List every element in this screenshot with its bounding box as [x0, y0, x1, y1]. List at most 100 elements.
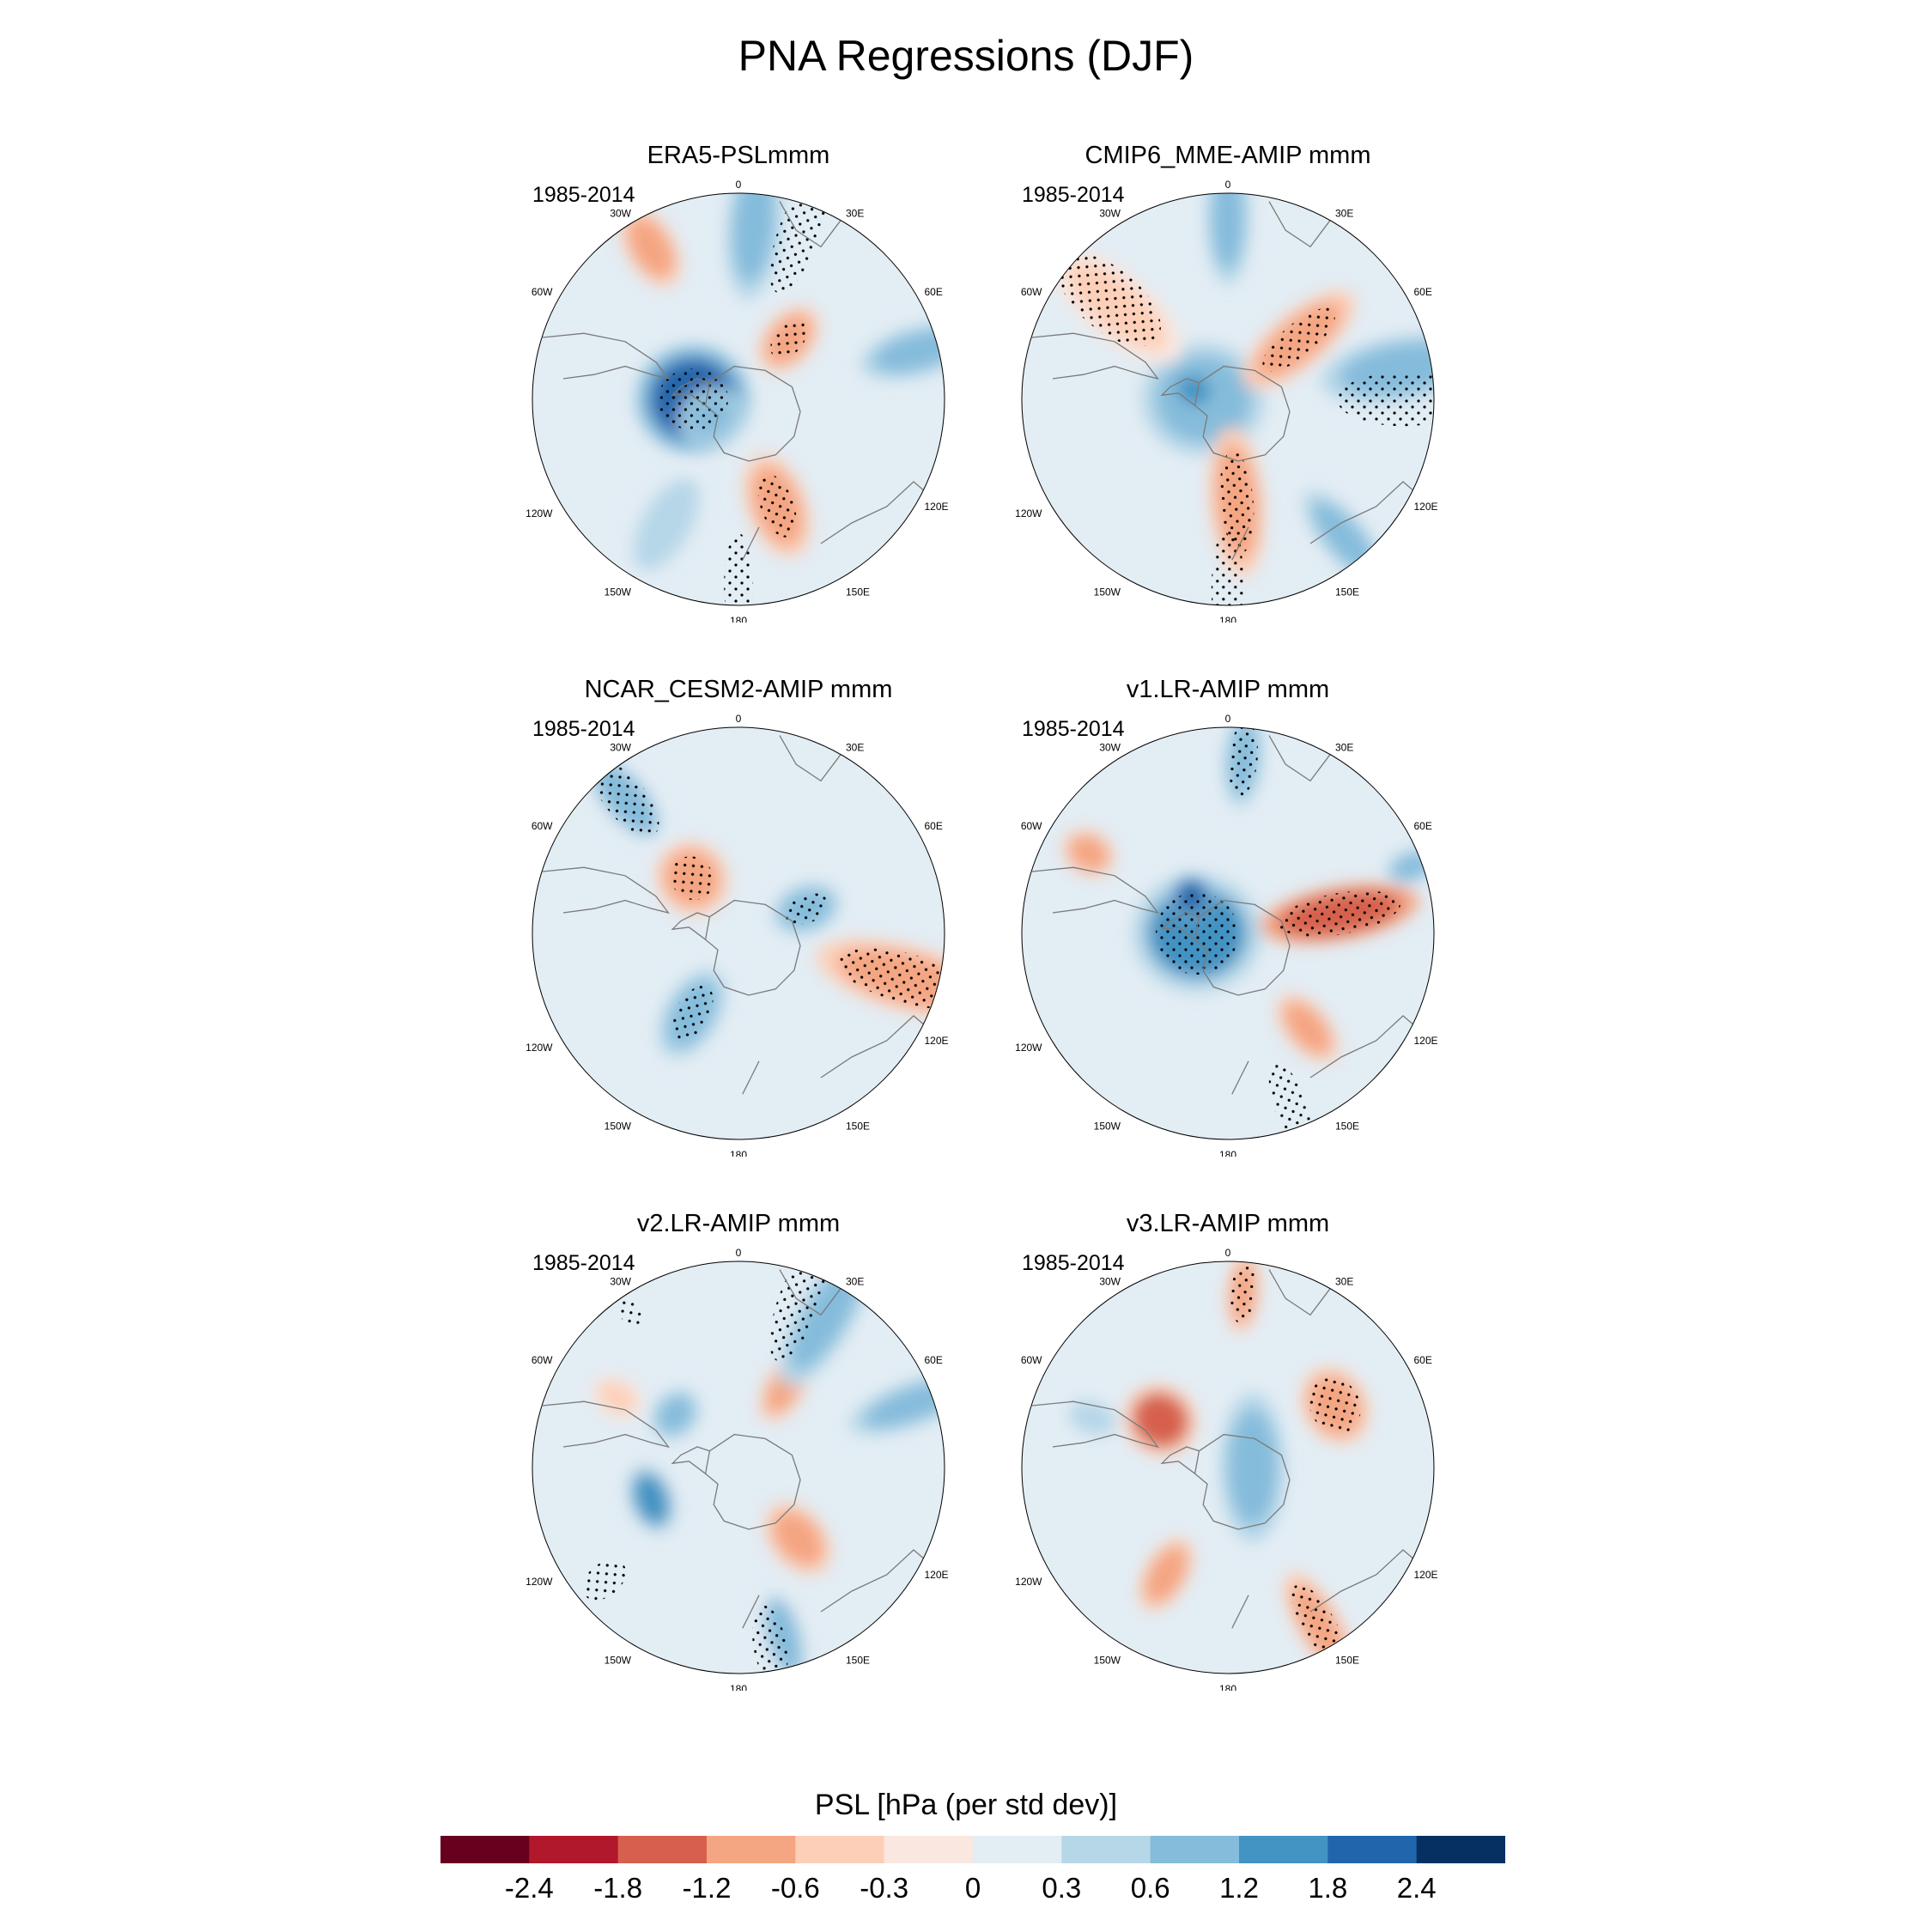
peninsula-outline [1160, 1446, 1200, 1474]
longitude-label: 30E [846, 742, 864, 754]
longitude-label: 90W [1013, 927, 1014, 939]
positive-anomaly [1177, 375, 1211, 405]
panel-v3-lr: v3.LR-AMIP mmm 1985-2014 030E60E90E120E1… [949, 1210, 1507, 1691]
australia-outline [820, 1549, 929, 1613]
significance-stipple [757, 474, 797, 538]
positive-anomaly [633, 1473, 670, 1525]
africa-outline [779, 201, 847, 248]
period-label: 1985-2014 [1022, 183, 1125, 207]
significance-stipple [752, 1605, 788, 1674]
colorbar-bin [1239, 1836, 1328, 1863]
significance-stipple [784, 893, 829, 925]
longitude-label: 60W [1021, 1354, 1042, 1366]
colorbar-tick-label: -1.8 [593, 1872, 642, 1904]
colorbar-bin [884, 1836, 974, 1863]
longitude-label: 150W [1094, 1655, 1121, 1667]
longitude-label: 30E [1335, 742, 1353, 754]
longitude-label: 120E [1414, 1035, 1438, 1047]
south-america-outline [542, 1400, 671, 1449]
negative-anomaly [1284, 1002, 1331, 1054]
africa-outline [1268, 201, 1336, 248]
negative-anomaly [628, 217, 674, 278]
map-border [1021, 726, 1435, 1140]
colorbar-tick-label: -0.6 [771, 1872, 820, 1904]
period-label: 1985-2014 [532, 717, 635, 741]
significance-stipple [724, 533, 753, 605]
new-zealand-outline [742, 526, 760, 561]
positive-anomaly [657, 1395, 694, 1434]
longitude-label: 60E [1414, 1354, 1432, 1366]
colorbar: -2.4 -1.8 -1.2 -0.6 -0.3 0 0.3 0.6 1.2 1.8 2.4 [440, 1836, 1505, 1904]
south-america-outline [1031, 332, 1160, 380]
longitude-label: 150W [1094, 586, 1121, 598]
antarctica-outline [1194, 365, 1291, 462]
colorbar-bin [440, 1836, 530, 1863]
peninsula-outline [1160, 912, 1200, 940]
period-label: 1985-2014 [1022, 717, 1125, 741]
longitude-label: 60E [1414, 286, 1432, 298]
map-border [532, 192, 945, 606]
significance-stipple [1278, 890, 1401, 937]
panel-era5: ERA5-PSLmmm 1985-2014 030E60E90E120E150E… [459, 142, 1018, 623]
colorbar-bin [1416, 1836, 1505, 1863]
polar-map: 030E60E90E120E150E180150W120W90W60W30W [524, 1247, 949, 1691]
panel-title: v3.LR-AMIP mmm [1126, 1210, 1330, 1237]
longitude-label: 90W [1013, 393, 1014, 405]
peninsula-outline [671, 1446, 710, 1474]
south-america-outline [542, 866, 671, 914]
longitude-label: 120W [1015, 1576, 1042, 1588]
map-background [532, 1261, 945, 1674]
polar-map: 030E60E90E120E150E180150W120W90W60W30W [1013, 713, 1438, 1157]
colorbar-tick-label: -1.2 [683, 1872, 732, 1904]
panel-cmip6-mme: CMIP6_MME-AMIP mmm 1985-2014 030E60E90E1… [949, 142, 1507, 623]
new-zealand-outline [1231, 526, 1249, 561]
longitude-label: 30E [1335, 1276, 1353, 1288]
colorbar-tick-label: 1.8 [1308, 1872, 1347, 1904]
panel-v2-lr: v2.LR-AMIP mmm 1985-2014 030E60E90E120E1… [459, 1210, 1018, 1691]
colorbar-bin [1061, 1836, 1151, 1863]
new-zealand-outline [742, 1595, 760, 1629]
longitude-label: 150W [605, 586, 632, 598]
longitude-label: 60W [1021, 820, 1042, 832]
longitude-label: 60W [532, 820, 553, 832]
longitude-label: 180 [1219, 1683, 1236, 1691]
colorbar-bin [1327, 1836, 1418, 1863]
negative-anomaly [1132, 1392, 1189, 1448]
longitude-label: 120E [925, 1035, 949, 1047]
longitude-label: 90W [524, 393, 525, 405]
peninsula-outline [1160, 378, 1200, 406]
significance-stipple [592, 762, 659, 837]
australia-outline [1309, 1015, 1419, 1078]
longitude-label: 150E [1335, 1121, 1359, 1133]
longitude-label: 150W [605, 1121, 632, 1133]
positive-anomaly [732, 193, 775, 283]
longitude-label: 120W [1015, 507, 1042, 519]
australia-outline [1309, 481, 1419, 544]
map-border [532, 1261, 945, 1674]
new-zealand-outline [742, 1060, 760, 1095]
antarctica-outline [704, 1433, 801, 1530]
colorbar-tick-label: 0.6 [1131, 1872, 1170, 1904]
negative-anomaly [772, 1511, 823, 1566]
longitude-label: 150E [846, 586, 870, 598]
significance-stipple [670, 856, 714, 901]
longitude-label: 150E [846, 1655, 870, 1667]
australia-outline [820, 481, 929, 544]
period-label: 1985-2014 [532, 183, 635, 207]
colorbar-tick-label: -0.3 [860, 1872, 908, 1904]
map-border [1021, 192, 1435, 606]
longitude-label: 120W [526, 1576, 553, 1588]
australia-outline [820, 1015, 929, 1078]
colorbar-tick-label: 1.2 [1219, 1872, 1259, 1904]
significance-stipple [1211, 526, 1245, 605]
peninsula-outline [671, 912, 710, 940]
panel-title: NCAR_CESM2-AMIP mmm [584, 676, 893, 703]
longitude-label: 0 [736, 1247, 742, 1259]
australia-outline [1309, 1549, 1419, 1613]
longitude-label: 60E [925, 820, 943, 832]
significance-stipple [1291, 1584, 1346, 1665]
positive-anomaly [1312, 501, 1376, 575]
longitude-label: 0 [736, 713, 742, 725]
map-border [532, 726, 945, 1140]
significance-stipple [582, 1559, 627, 1601]
